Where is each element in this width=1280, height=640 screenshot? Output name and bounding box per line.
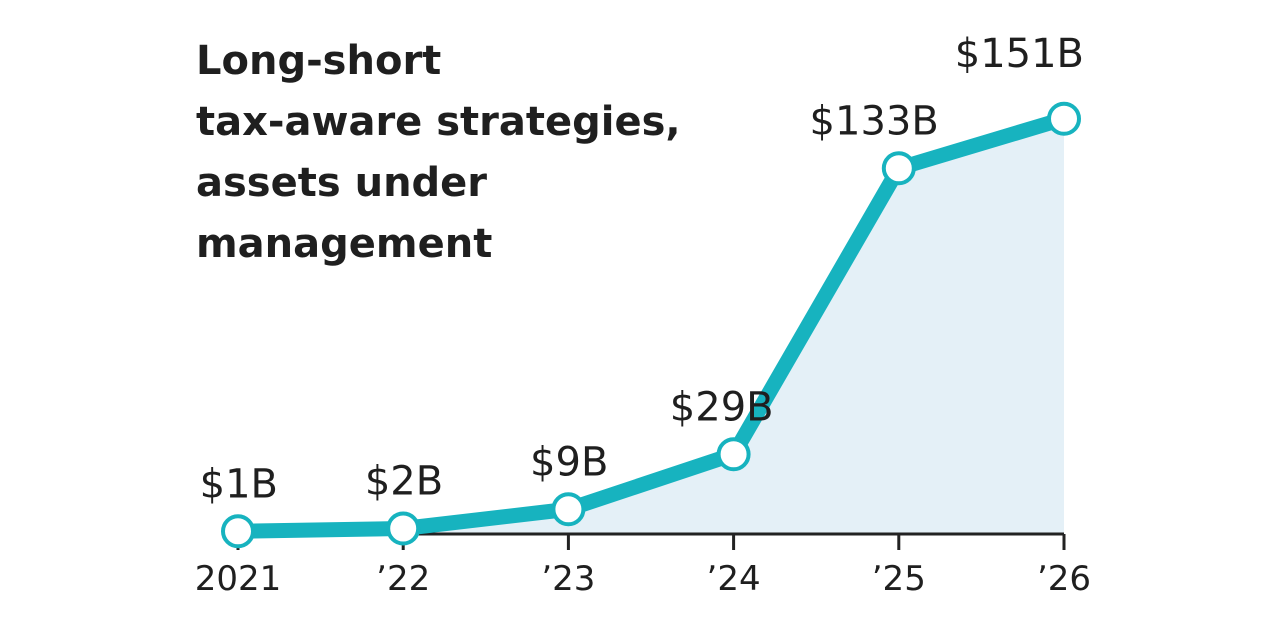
data-label: $1B <box>200 461 278 507</box>
data-point-marker <box>386 511 421 546</box>
chart-title-line-2: tax-aware strategies, <box>196 99 681 145</box>
chart-title-line-3: assets under <box>196 160 487 206</box>
data-label: $9B <box>530 439 608 485</box>
data-point-marker <box>551 492 586 527</box>
data-point-marker <box>881 151 916 186</box>
data-label: $29B <box>670 384 774 430</box>
x-tick-label: ’23 <box>541 559 595 599</box>
data-label: $133B <box>810 98 939 144</box>
data-point-marker <box>716 437 751 472</box>
data-points <box>221 101 1081 549</box>
series-line <box>230 111 1072 539</box>
x-tick-label: ’26 <box>1037 559 1091 599</box>
data-point-marker <box>1047 101 1081 136</box>
data-labels: $1B $2B $9B $29B $133B $151B <box>200 31 1084 508</box>
chart-title-line-1: Long-short <box>196 38 441 84</box>
x-tick-label: ’25 <box>872 559 926 599</box>
data-label: $2B <box>365 459 443 505</box>
x-tick-label: ’22 <box>376 559 430 599</box>
x-tick-label: 2021 <box>195 559 282 599</box>
data-point-marker <box>221 514 255 549</box>
x-tick-labels: 2021 ’22 ’23 ’24 ’25 ’26 <box>195 559 1091 599</box>
x-tick-label: ’24 <box>707 559 761 599</box>
data-label: $151B <box>955 31 1084 77</box>
area-fill <box>238 118 1064 534</box>
chart-title-line-4: management <box>196 221 492 267</box>
